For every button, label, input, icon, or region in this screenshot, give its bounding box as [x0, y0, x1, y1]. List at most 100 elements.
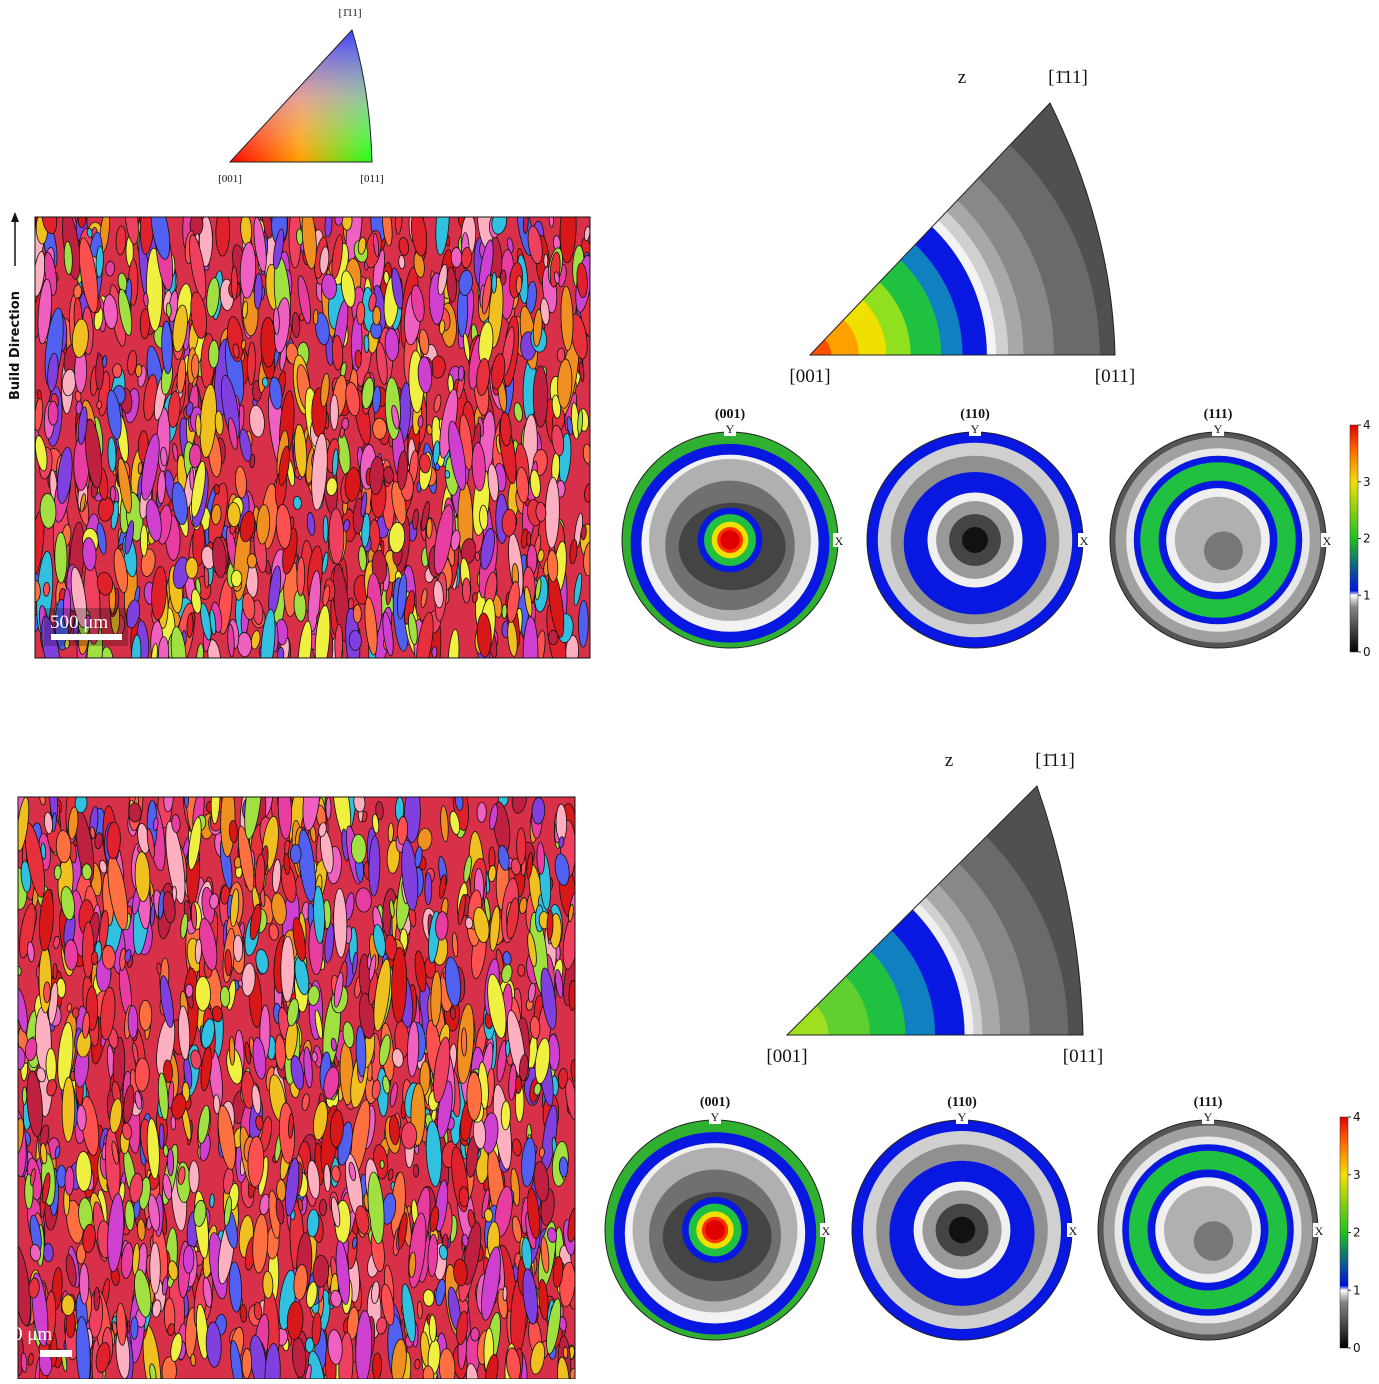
grain: [373, 306, 381, 325]
pole-y: Y: [1214, 422, 1223, 436]
grain: [138, 462, 143, 474]
pole-y: Y: [711, 1110, 720, 1124]
grain: [459, 1187, 469, 1207]
page: {"ipf_key": {"top": "[1̄11]", "left": "[…: [0, 0, 1379, 1379]
grain: [195, 414, 201, 437]
grain: [139, 1000, 152, 1030]
colorbar-label: 2: [1353, 1226, 1361, 1240]
grain: [190, 1354, 196, 1366]
grain: [432, 646, 437, 657]
grain: [39, 946, 52, 1013]
grain: [539, 1147, 545, 1157]
grain: [467, 1072, 482, 1120]
pole-figure: [1093, 1115, 1324, 1346]
grain: [465, 917, 473, 929]
grain: [461, 1028, 467, 1056]
pole-x: X: [1315, 1224, 1324, 1238]
grain: [166, 303, 172, 317]
grain: [451, 247, 462, 267]
grain: [415, 1359, 421, 1369]
grain: [233, 935, 243, 962]
figure: [1̄11] [001] [011] Build Direction 500 μ…: [0, 0, 1379, 1379]
grain: [62, 1295, 75, 1316]
contour: [720, 530, 739, 549]
grain: [544, 254, 548, 267]
pole-y: Y: [958, 1110, 967, 1124]
grain: [319, 1199, 327, 1216]
pole-y: Y: [726, 422, 735, 436]
grain: [128, 803, 141, 823]
grain: [372, 418, 386, 440]
grain: [55, 532, 68, 583]
grain: [491, 272, 496, 293]
grain: [556, 804, 567, 842]
scale-bar: [51, 634, 122, 640]
colorbar: [1350, 425, 1358, 652]
grain: [43, 1243, 54, 1262]
grain: [313, 309, 318, 324]
grain: [183, 1246, 194, 1274]
grain: [471, 1328, 480, 1341]
contour: [949, 1217, 975, 1243]
grain: [503, 1286, 507, 1301]
contour: [1194, 1221, 1234, 1261]
grain: [517, 964, 525, 976]
pole-title: (111): [1204, 407, 1233, 422]
key-left: [001]: [218, 173, 242, 185]
grain: [527, 532, 531, 546]
colorbar-label: 3: [1363, 475, 1371, 489]
grain: [557, 348, 565, 362]
grain: [578, 600, 588, 647]
pole-figure: [1105, 427, 1332, 654]
pole-title: (001): [700, 1095, 731, 1110]
colorbar-label: 3: [1353, 1168, 1361, 1182]
grain: [237, 632, 252, 657]
grain: [445, 470, 451, 478]
grain: [515, 1076, 521, 1093]
grain: [186, 557, 198, 578]
grain: [277, 647, 284, 661]
grain: [326, 797, 331, 819]
grain: [191, 354, 199, 378]
grain: [195, 939, 202, 964]
pole-title: (110): [960, 407, 990, 422]
grain: [330, 395, 338, 430]
grain: [388, 823, 394, 842]
grain: [22, 1087, 26, 1105]
pole-figure: [847, 1115, 1078, 1346]
ebsd-map: [8, 759, 582, 1379]
grain: [426, 518, 433, 538]
grain: [571, 1060, 577, 1082]
grain: [195, 976, 211, 1011]
colorbar-label: 2: [1363, 532, 1371, 546]
grain: [214, 484, 220, 494]
grain: [140, 525, 147, 557]
colorbar-label: 0: [1353, 1341, 1361, 1355]
grain: [533, 366, 548, 427]
grain: [418, 416, 424, 428]
pole-x: X: [835, 534, 844, 548]
grain: [425, 873, 432, 905]
ipf-key: [1̄11] [001] [011]: [218, 7, 384, 185]
colorbar-label: 4: [1363, 418, 1371, 432]
grain: [563, 1347, 568, 1359]
pole-figure: [600, 1115, 831, 1346]
grain: [96, 401, 102, 409]
contour: [962, 527, 988, 553]
grain: [184, 791, 189, 808]
grain: [62, 1077, 75, 1142]
grain: [128, 1005, 138, 1038]
grain: [500, 270, 506, 285]
grain: [13, 1047, 25, 1070]
ipf-label: [011]: [1095, 366, 1135, 387]
grain: [293, 496, 302, 509]
grain: [82, 864, 93, 880]
colorbar-label: 1: [1353, 1283, 1361, 1297]
grain: [502, 604, 507, 618]
grain: [150, 1243, 161, 1294]
grain: [110, 486, 115, 501]
ipf-label: [1̄11]: [1035, 750, 1075, 771]
grain: [290, 844, 301, 863]
grain: [281, 936, 295, 1002]
grain: [413, 1165, 418, 1177]
